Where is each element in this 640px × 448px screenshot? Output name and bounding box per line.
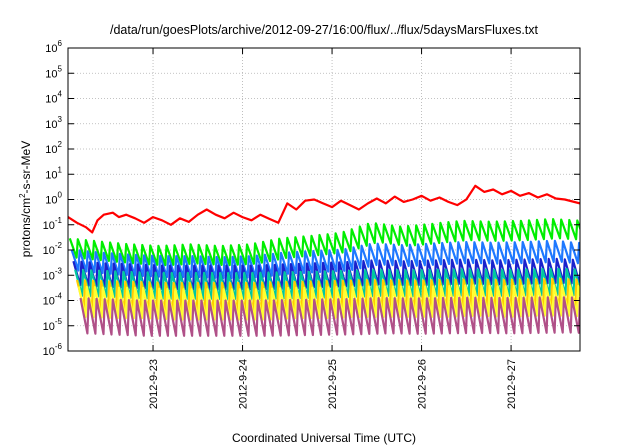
series-layer — [68, 184, 580, 337]
x-tick-label: 2012-9-26 — [417, 359, 429, 409]
chart-title: /data/run/goesPlots/archive/2012-09-27/1… — [110, 23, 539, 37]
y-tick-label: 106 — [45, 39, 62, 55]
y-tick-label: 10-5 — [43, 317, 63, 333]
y-tick-label: 101 — [45, 165, 62, 181]
y-tick-label: 10-3 — [43, 266, 63, 282]
series-line — [70, 239, 580, 280]
y-tick-label: 10-6 — [43, 342, 63, 358]
y-tick-label: 103 — [45, 115, 62, 131]
series-line — [68, 218, 580, 267]
x-axis-label: Coordinated Universal Time (UTC) — [232, 431, 416, 445]
x-tick-label: 2012-9-27 — [506, 359, 518, 409]
series-line — [68, 184, 580, 234]
x-tick-label: 2012-9-25 — [327, 359, 339, 409]
x-tick-label: 2012-9-24 — [238, 359, 250, 409]
series-line — [79, 296, 580, 337]
x-axis-ticks: 2012-9-23 2012-9-24 2012-9-25 2012-9-26 2012… — [148, 48, 518, 409]
y-tick-label: 10-2 — [43, 241, 63, 257]
y-axis-ticks: 10-6 10-5 10-4 10-3 10-2 10-1 100 101 102 103 104 1… — [43, 39, 580, 358]
y-axis-label: protons/cm2-s-sr-MeV — [18, 141, 33, 257]
y-tick-label: 10-1 — [43, 216, 63, 232]
y-tick-label: 105 — [45, 64, 62, 80]
x-tick-label: 2012-9-23 — [148, 359, 160, 409]
y-tick-label: 104 — [45, 90, 62, 106]
y-tick-label: 102 — [45, 140, 62, 156]
y-tick-label: 100 — [45, 191, 62, 207]
y-tick-label: 10-4 — [43, 292, 63, 308]
